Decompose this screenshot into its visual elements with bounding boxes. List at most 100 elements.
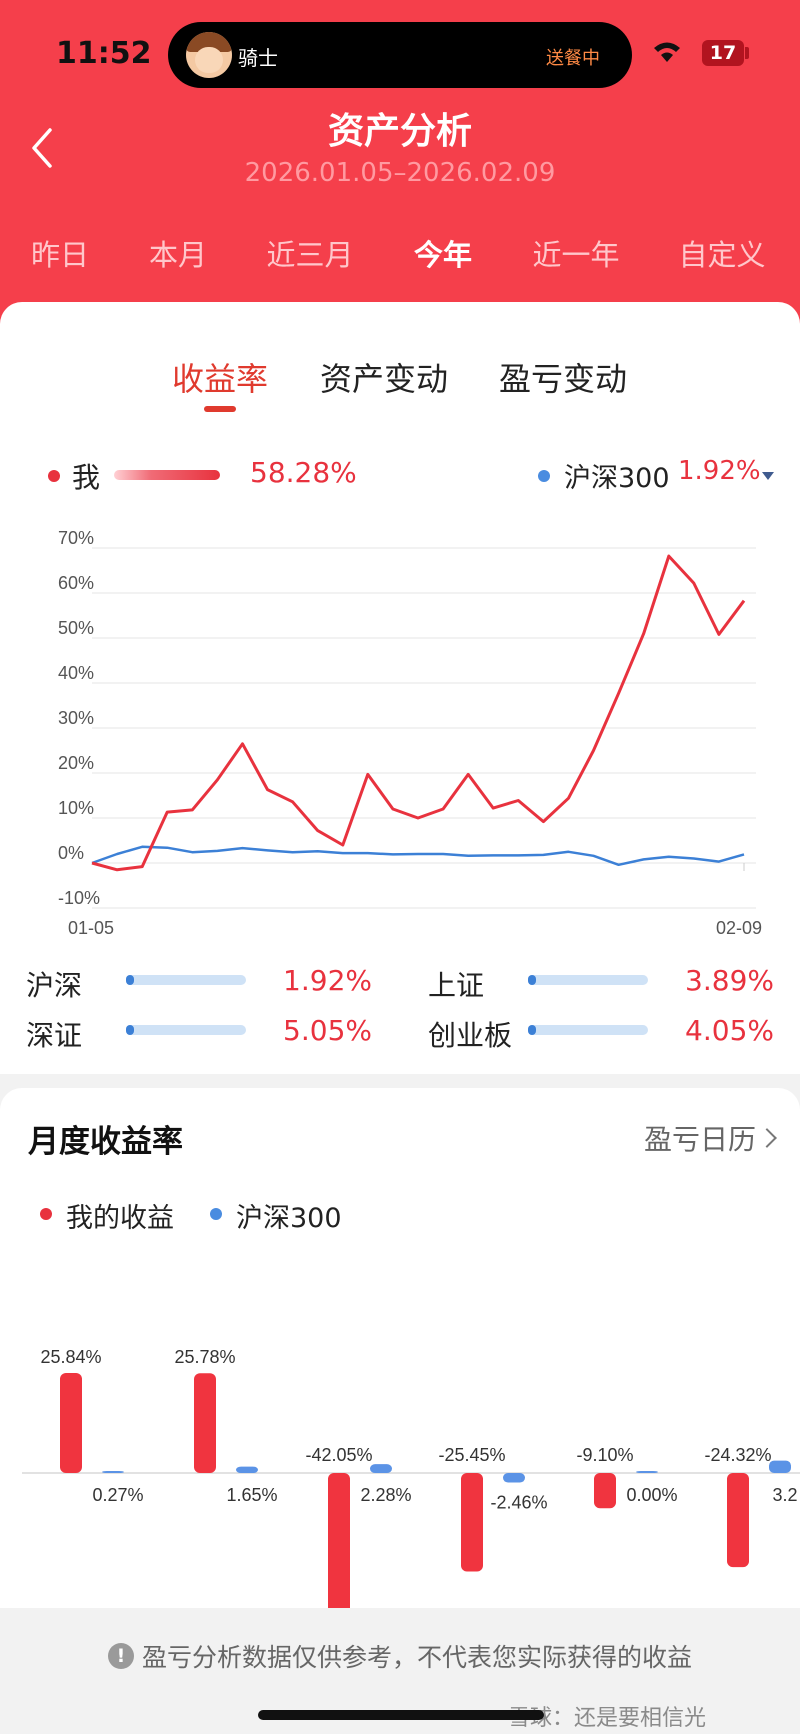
my-return-bar bbox=[461, 1473, 483, 1572]
index-return-label: 1.65% bbox=[226, 1485, 277, 1505]
my-return-label: -24.32% bbox=[704, 1445, 771, 1465]
status-time: 11:52 bbox=[56, 36, 152, 71]
cmp-label-cyb: 创业板 bbox=[428, 1019, 513, 1052]
pnl-calendar-link[interactable]: 盈亏日历 bbox=[643, 1118, 777, 1158]
monthly-bar-chart: 25.84% 0.27% 25.78% 1.65% -42.05% 2.28% -25.45… bbox=[22, 1347, 800, 1608]
battery-tip bbox=[745, 47, 749, 59]
my-return-label: -25.45% bbox=[438, 1445, 505, 1465]
active-tab-indicator bbox=[204, 406, 236, 412]
activity-name: 骑士 bbox=[238, 46, 278, 70]
pnl-calendar-label: 盈亏日历 bbox=[643, 1123, 756, 1156]
home-indicator bbox=[258, 1710, 544, 1720]
return-card: 收益率 资产变动 盈亏变动 我 58.28% 沪深300 1.92% bbox=[0, 302, 800, 1074]
cmp-label-sz: 深证 bbox=[26, 1019, 83, 1052]
index-return-label: 0.27% bbox=[92, 1485, 143, 1505]
index-return-bar bbox=[370, 1464, 392, 1473]
cmp-label-sh: 上证 bbox=[428, 969, 485, 1002]
y-tick-label: 0% bbox=[58, 843, 84, 863]
index-return-label: 3.2 bbox=[772, 1485, 797, 1505]
cmp-label-hs: 沪深 bbox=[26, 969, 83, 1002]
index-return-label: 0.00% bbox=[626, 1485, 677, 1505]
legend-index-label[interactable]: 沪深300 bbox=[564, 463, 670, 494]
my-return-bar bbox=[727, 1473, 749, 1568]
my-return-label: -9.10% bbox=[576, 1445, 633, 1465]
legend-index-value[interactable]: 1.92% bbox=[678, 456, 761, 486]
tab-return-rate[interactable]: 收益率 bbox=[171, 360, 269, 398]
monthly-card: 月度收益率 盈亏日历 我的收益 沪深300 25.84% 0.27% 25.78% 1… bbox=[0, 1088, 800, 1608]
legend-me-line-sample bbox=[114, 470, 220, 480]
cmp-value-cyb: 4.05% bbox=[685, 1014, 774, 1047]
cmp-bar-fill bbox=[528, 975, 536, 985]
index-return-label: -2.46% bbox=[490, 1493, 547, 1513]
my-return-label: 25.84% bbox=[40, 1347, 101, 1367]
monthly-legend-me-dot bbox=[40, 1208, 52, 1220]
series-line bbox=[91, 554, 746, 872]
x-tick-label: 01-05 bbox=[68, 918, 114, 938]
rider-avatar-icon bbox=[186, 32, 232, 78]
caret-down-icon[interactable] bbox=[762, 472, 774, 480]
index-return-bar bbox=[102, 1471, 124, 1473]
legend-index-dot bbox=[538, 470, 550, 482]
monthly-title: 月度收益率 bbox=[28, 1124, 183, 1160]
battery-indicator: 17 bbox=[702, 40, 744, 66]
period-tabs: 昨日 本月 近三月 今年 近一年 自定义 bbox=[0, 232, 800, 276]
monthly-legend-index-dot bbox=[210, 1208, 222, 1220]
disclaimer: ! 盈亏分析数据仅供参考，不代表您实际获得的收益 bbox=[0, 1638, 800, 1674]
index-return-bar bbox=[503, 1473, 525, 1483]
cmp-bar-cyb bbox=[528, 1025, 648, 1035]
page-title: 资产分析 bbox=[327, 111, 472, 152]
y-tick-label: 70% bbox=[58, 528, 94, 548]
monthly-legend-me: 我的收益 bbox=[66, 1203, 174, 1234]
tab-asset-change[interactable]: 资产变动 bbox=[319, 360, 449, 398]
y-tick-label: 30% bbox=[58, 708, 94, 728]
series-line bbox=[91, 845, 745, 867]
cmp-bar-fill bbox=[126, 1025, 134, 1035]
cmp-bar-sh bbox=[528, 975, 648, 985]
header: 11:52 骑士 送餐中 17 资产分析 2026.01.05–2026.02.… bbox=[0, 0, 800, 340]
return-line-chart: 70% 60% 50% 40% 30% 20% 10% 0% -10% 01-05 02-09 bbox=[58, 528, 762, 938]
info-icon: ! bbox=[107, 1643, 134, 1669]
index-return-bar bbox=[236, 1466, 258, 1473]
activity-status: 送餐中 bbox=[546, 48, 600, 69]
cmp-bar-fill bbox=[528, 1025, 536, 1035]
disclaimer-text: 盈亏分析数据仅供参考，不代表您实际获得的收益 bbox=[141, 1643, 692, 1672]
y-tick-label: 60% bbox=[58, 573, 94, 593]
my-return-label: -42.05% bbox=[305, 1445, 372, 1465]
tab-this-month[interactable]: 本月 bbox=[148, 238, 208, 272]
index-return-label: 2.28% bbox=[360, 1485, 411, 1505]
index-return-bar bbox=[769, 1460, 791, 1473]
monthly-legend-index: 沪深300 bbox=[236, 1203, 342, 1234]
tab-yesterday[interactable]: 昨日 bbox=[30, 238, 90, 272]
date-range: 2026.01.05–2026.02.09 bbox=[244, 158, 556, 188]
cmp-bar-fill bbox=[126, 975, 134, 985]
tab-custom[interactable]: 自定义 bbox=[678, 238, 766, 272]
x-tick-label: 02-09 bbox=[716, 918, 762, 938]
chevron-left-icon[interactable] bbox=[26, 126, 62, 170]
index-return-bar bbox=[636, 1471, 658, 1473]
my-return-label: 25.78% bbox=[174, 1347, 235, 1367]
y-tick-label: 50% bbox=[58, 618, 94, 638]
y-tick-label: 40% bbox=[58, 663, 94, 683]
y-tick-label: 10% bbox=[58, 798, 94, 818]
legend-me-dot bbox=[48, 470, 60, 482]
cmp-bar-sz bbox=[126, 1025, 246, 1035]
tab-this-year[interactable]: 今年 bbox=[413, 238, 473, 272]
cmp-value-hs: 1.92% bbox=[283, 964, 372, 997]
tab-one-year[interactable]: 近一年 bbox=[532, 238, 620, 272]
wifi-icon bbox=[654, 42, 680, 62]
my-return-bar bbox=[194, 1373, 216, 1473]
tab-pnl-change[interactable]: 盈亏变动 bbox=[498, 360, 628, 398]
cmp-value-sh: 3.89% bbox=[685, 964, 774, 997]
my-return-bar bbox=[328, 1473, 350, 1608]
legend-me-value: 58.28% bbox=[250, 456, 357, 489]
y-tick-label: -10% bbox=[58, 888, 100, 908]
my-return-bar bbox=[60, 1373, 82, 1473]
dynamic-island[interactable]: 骑士 送餐中 bbox=[168, 22, 632, 88]
tab-three-months[interactable]: 近三月 bbox=[266, 238, 354, 272]
legend-me-label: 我 bbox=[72, 461, 101, 494]
cmp-value-sz: 5.05% bbox=[283, 1014, 372, 1047]
y-tick-label: 20% bbox=[58, 753, 94, 773]
my-return-bar bbox=[594, 1473, 616, 1509]
cmp-bar-hs bbox=[126, 975, 246, 985]
